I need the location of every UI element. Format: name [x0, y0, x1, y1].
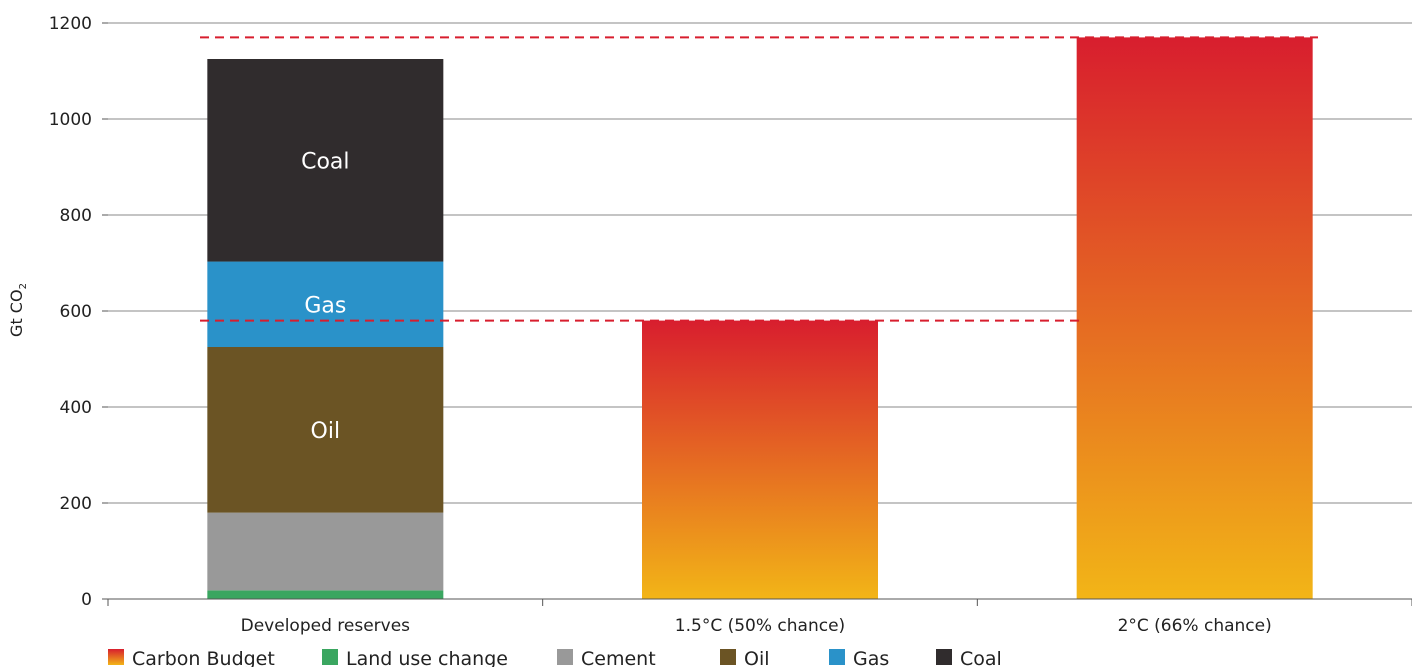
y-axis-title-text: Gt CO — [7, 289, 26, 337]
legend-label: Land use change — [346, 648, 508, 667]
legend-swatch — [108, 649, 124, 665]
legend-swatch — [720, 649, 736, 665]
legend-label: Coal — [960, 648, 1002, 667]
segment-label: Coal — [301, 149, 349, 174]
y-tick-label: 1200 — [49, 14, 92, 34]
tick-labels: 0 200 400 600 800 1000 1200 Developed reserves 1… — [49, 14, 1272, 636]
y-axis-title-subscript: 2 — [18, 283, 29, 289]
legend-label: Oil — [744, 648, 770, 667]
y-tick-label: 0 — [81, 590, 92, 610]
y-axis-title: Gt CO2 — [7, 283, 29, 337]
legend-label: Carbon Budget — [132, 648, 275, 667]
bar-segment-carbon-budget — [1076, 37, 1313, 599]
segment-label: Oil — [311, 419, 341, 444]
x-tick-label: Developed reserves — [241, 616, 411, 636]
y-tick-label: 600 — [60, 302, 92, 322]
legend: Carbon Budget Land use change Cement Oil Gas… — [108, 648, 1002, 667]
y-tick-label: 1000 — [49, 110, 92, 130]
reference-lines — [200, 36, 1318, 322]
bar-segment-cement — [207, 512, 444, 591]
y-tick-label: 400 — [60, 398, 92, 418]
bar-segment-land-use-change — [207, 590, 444, 599]
bars: Oil Gas Coal — [207, 37, 1313, 599]
legend-swatch — [829, 649, 845, 665]
legend-label: Cement — [581, 648, 656, 667]
bar-segment-carbon-budget — [642, 320, 878, 599]
legend-swatch — [557, 649, 573, 665]
legend-swatch — [322, 649, 338, 665]
x-tick-label: 2°C (66% chance) — [1118, 616, 1272, 636]
bar-segment-oil — [207, 347, 444, 513]
segment-label: Gas — [304, 293, 346, 318]
x-tick-label: 1.5°C (50% chance) — [675, 616, 845, 636]
legend-label: Gas — [853, 648, 889, 667]
y-tick-label: 200 — [60, 494, 92, 514]
legend-swatch — [936, 649, 952, 665]
axes — [102, 22, 1412, 606]
y-tick-label: 800 — [60, 206, 92, 226]
bar-segment-coal — [207, 59, 444, 262]
bar-segment-gas — [207, 261, 444, 347]
